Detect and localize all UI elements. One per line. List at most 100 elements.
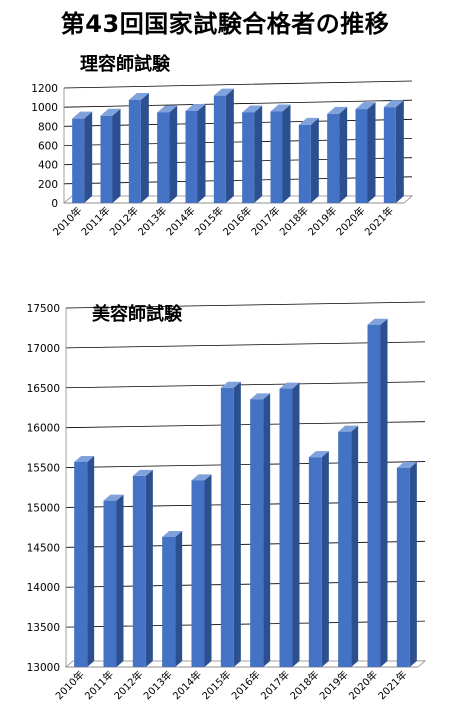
bar-front [308,457,322,667]
bar [72,111,93,203]
gridline [63,80,413,89]
bar-top [132,469,153,476]
bar-top [308,451,329,458]
bar-side [395,100,404,203]
gridline [63,176,413,185]
bar-side [292,382,300,667]
bar-top [72,111,93,119]
y-tick-label: 17500 [27,303,60,315]
bar-side [87,455,95,667]
x-tick-label: 2015年 [199,668,233,702]
x-tick-label: 2012年 [111,668,145,702]
bar-top [191,474,212,481]
y-tick-label: 17000 [27,343,60,355]
bar [162,530,183,667]
bar-side [321,451,329,667]
barber-exam-chart: 理容師試験0200400600800100012002010年2011年2012… [31,53,414,238]
y-tick-label: 16500 [27,383,60,395]
y-tick-label: 400 [38,160,58,172]
bar-front [367,324,381,667]
bar-side [263,393,271,667]
bar-top [220,381,241,388]
bar-top [355,102,376,110]
bar-top [383,100,404,108]
gridline [65,461,426,468]
bar-side [380,318,388,667]
bar-top [250,393,271,400]
x-tick-label: 2021年 [375,668,409,702]
x-tick-label: 2017年 [258,668,292,702]
x-tick-label: 2018年 [287,668,321,702]
x-tick-label: 2018年 [277,204,311,238]
y-tick-label: 1200 [31,83,58,95]
bar [298,117,319,203]
bar-front [279,388,293,667]
x-tick-label: 2013年 [135,204,169,238]
bar [308,451,329,667]
bar-side [112,108,121,203]
bar-top [279,382,300,389]
bar-top [327,106,348,114]
y-tick-label: 15000 [27,502,60,514]
bar-side [169,105,178,203]
bar-top [213,88,234,96]
gridline [63,118,413,127]
bar-front [103,500,117,667]
x-tick-label: 2016年 [220,204,254,238]
bar [242,105,263,203]
chart-title: 理容師試験 [80,53,171,75]
bar-top [157,105,178,113]
y-tick-label: 15500 [27,463,60,475]
bar-top [396,461,417,468]
bar-side [233,381,241,667]
main-title: 第43回国家試験合格者の推移 [60,10,390,38]
bar [327,106,348,203]
bar-front [298,124,311,203]
bar [185,104,206,203]
bar-side [197,104,206,203]
bar-side [204,474,212,667]
bar-top [298,117,319,125]
gridline [63,99,413,108]
y-tick-label: 14000 [27,582,60,594]
bar-side [175,530,183,667]
bar-top [185,104,206,111]
bar-front [132,475,146,667]
chart-title: 美容師試験 [92,303,183,325]
bar-front [191,480,205,667]
bar [383,100,404,203]
bar-front [327,113,340,203]
bar-side [409,461,417,667]
x-tick-label: 2016年 [229,668,263,702]
bar-top [128,92,149,100]
bar-front [72,118,85,203]
gridline [63,157,413,166]
x-tick-label: 2012年 [107,204,141,238]
bar [128,92,149,203]
x-tick-label: 2021年 [362,204,396,238]
y-tick-label: 13000 [27,662,60,674]
x-tick-label: 2014年 [170,668,204,702]
bar [103,494,124,667]
beautician-exam-chart: 美容師試験 13000 13500 14000 14500 15000 15500 16000… [27,301,427,702]
gridline [65,540,426,548]
y-tick-label: 13500 [27,622,60,634]
x-tick-label: 2017年 [248,204,282,238]
gridline [65,421,426,429]
bar [132,469,153,667]
x-tick-label: 2020年 [333,204,367,238]
bar-top [367,318,388,325]
bar-front [396,467,410,667]
bar-side [351,425,359,667]
bar-top [338,425,359,432]
y-tick-label: 0 [51,198,58,210]
bar-front [383,107,396,203]
bar [279,382,300,667]
x-tick-label: 2011年 [78,204,112,238]
bar-front [355,109,368,203]
bar-side [145,469,153,667]
bar [338,425,359,667]
bar-side [116,494,124,667]
gridline [65,580,426,588]
bar-top [100,108,121,116]
